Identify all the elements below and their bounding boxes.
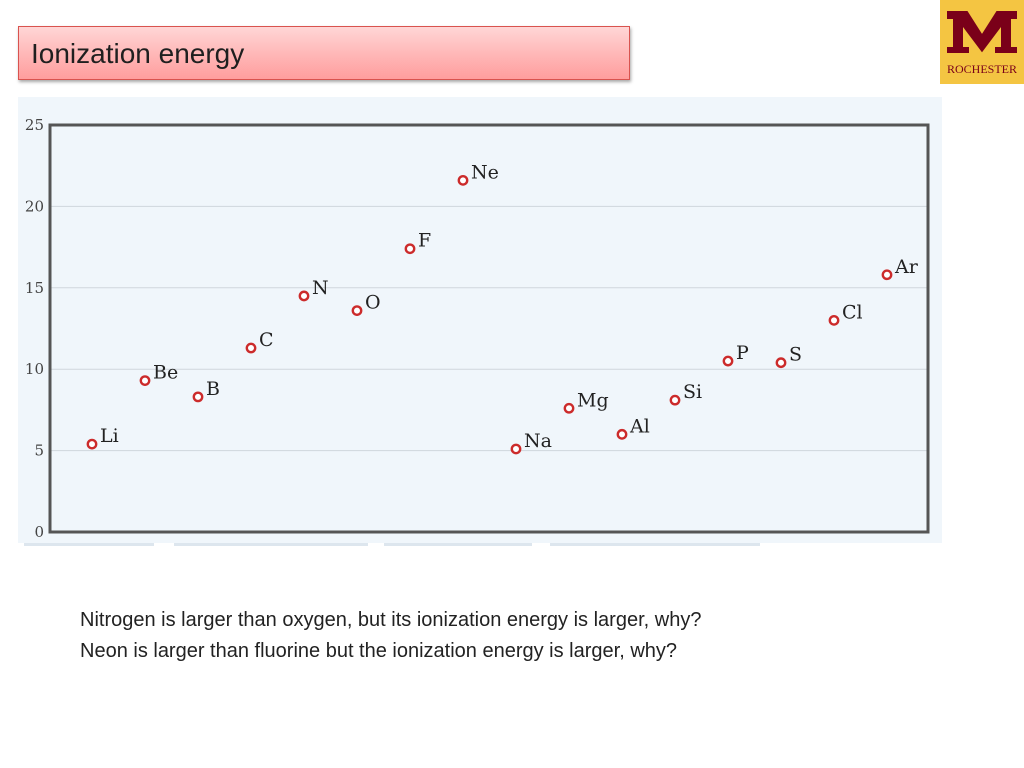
- slide-title-box: Ionization energy: [18, 26, 630, 80]
- point-label: Al: [629, 415, 650, 437]
- y-tick-label: 20: [25, 197, 44, 215]
- data-point-na: Na: [510, 430, 552, 455]
- point-marker: [669, 394, 681, 406]
- point-label: S: [789, 344, 802, 366]
- data-points: Li Be B C N O F Ne Na Mg Al Si P S Cl Ar: [86, 161, 919, 455]
- point-marker: [828, 314, 840, 326]
- data-point-f: F: [404, 230, 431, 255]
- point-label: Be: [153, 362, 178, 384]
- point-label: F: [418, 230, 431, 252]
- point-marker: [775, 357, 787, 369]
- scatter-plot: 0 5 10 15 20 25 Li Be B C N O F Ne Na Mg Al Si P S Cl Ar: [25, 116, 930, 541]
- y-axis-ticks: 0 5 10 15 20 25: [25, 116, 44, 541]
- data-point-ar: Ar: [881, 256, 919, 281]
- ionization-energy-chart: 0 5 10 15 20 25 Li Be B C N O F Ne Na Mg Al Si P S Cl Ar: [18, 97, 942, 543]
- data-point-mg: Mg: [563, 389, 609, 414]
- point-marker: [298, 290, 310, 302]
- data-point-o: O: [351, 292, 381, 316]
- data-point-cl: Cl: [828, 301, 863, 326]
- point-marker: [881, 269, 893, 281]
- point-label: O: [365, 292, 381, 314]
- plot-frame: [48, 123, 930, 534]
- logo-caption: ROCHESTER: [946, 62, 1017, 76]
- y-tick-label: 0: [34, 523, 44, 541]
- data-point-c: C: [245, 329, 274, 354]
- y-tick-label: 5: [34, 442, 44, 460]
- y-tick-label: 15: [25, 279, 44, 297]
- point-label: Li: [100, 425, 119, 447]
- point-label: N: [312, 277, 329, 299]
- point-marker: [192, 391, 204, 403]
- question-nitrogen: Nitrogen is larger than oxygen, but its …: [80, 609, 702, 631]
- point-marker: [351, 305, 363, 316]
- y-tick-label: 25: [25, 116, 44, 134]
- data-point-b: B: [192, 378, 220, 403]
- data-point-al: Al: [616, 415, 650, 440]
- y-tick-label: 10: [25, 360, 44, 378]
- data-point-be: Be: [139, 362, 178, 386]
- block-m-logo-icon: [945, 9, 1019, 56]
- data-point-n: N: [298, 277, 329, 302]
- data-point-li: Li: [86, 425, 119, 450]
- data-point-s: S: [775, 344, 802, 369]
- point-marker: [139, 375, 151, 386]
- point-marker: [404, 243, 416, 255]
- rochester-logo: ROCHESTER: [940, 0, 1024, 84]
- point-marker: [722, 355, 734, 367]
- point-marker: [616, 428, 628, 440]
- point-marker: [245, 342, 257, 354]
- point-label: Cl: [842, 301, 863, 323]
- data-point-si: Si: [669, 381, 702, 406]
- point-label: B: [206, 378, 220, 400]
- slide-title: Ionization energy: [31, 38, 245, 69]
- grid-lines: [50, 205, 928, 452]
- point-label: Na: [524, 430, 552, 452]
- data-point-ne: Ne: [457, 161, 499, 186]
- question-neon: Neon is larger than fluorine but the ion…: [80, 640, 678, 662]
- point-label: Ar: [894, 256, 919, 278]
- point-marker: [563, 402, 575, 414]
- point-marker: [510, 443, 522, 455]
- point-label: Mg: [577, 389, 609, 411]
- chart-footer-strip: [18, 543, 942, 549]
- point-marker: [86, 438, 98, 450]
- point-label: Si: [683, 381, 702, 403]
- point-label: C: [259, 329, 274, 351]
- data-point-p: P: [722, 342, 749, 367]
- point-label: P: [736, 342, 749, 364]
- point-marker: [457, 174, 469, 186]
- point-label: Ne: [471, 161, 499, 183]
